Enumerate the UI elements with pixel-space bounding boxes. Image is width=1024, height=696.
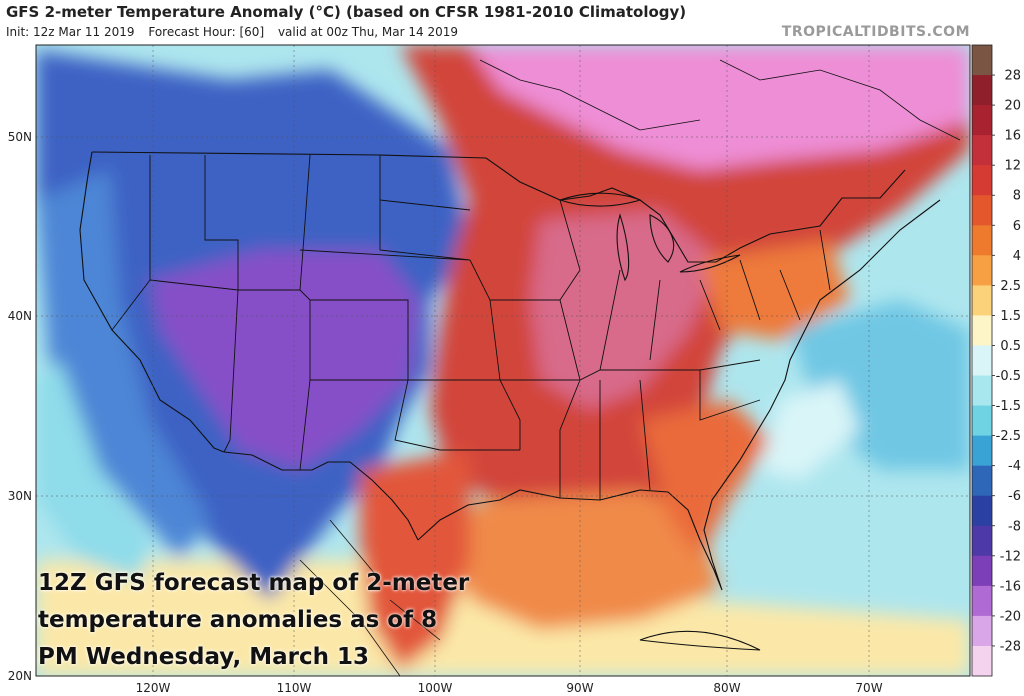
coast-cool-field — [36, 170, 210, 560]
colorbar: 28 20 16 12 8 6 4 2.5 1.5 0.5 -0.5 -1.5 -2.5 -4 -6 -8 -1… — [971, 44, 1021, 677]
west-coastline — [79, 151, 225, 453]
colorbar-label: -4 — [1008, 459, 1021, 474]
valid-time: valid at 00z Thu, Mar 14 2019 — [277, 25, 459, 39]
mexico-warm-field — [360, 450, 470, 670]
colorbar-label: 20 — [1004, 99, 1021, 114]
lon-label-110w: 110W — [277, 681, 312, 695]
us-mexico-border — [223, 451, 419, 541]
colorbar-swatch — [972, 495, 992, 527]
pacific-cool-field — [36, 360, 150, 580]
lon-label-80w: 80W — [713, 681, 740, 695]
gulf-warm-field — [450, 490, 720, 630]
map-caption: 12Z GFS forecast map of 2-meter temperat… — [38, 570, 470, 670]
colorbar-swatch — [972, 435, 992, 467]
colorbar-swatch — [972, 195, 992, 226]
lat-label-20: 20N — [8, 669, 32, 683]
lat-axis: 50N 40N 30N 20N — [8, 130, 32, 683]
colorbar-swatch — [972, 135, 992, 166]
colorbar-label: -8 — [1008, 519, 1021, 534]
lon-label-90w: 90W — [566, 681, 593, 695]
lon-label-70w: 70W — [855, 681, 882, 695]
colorbar-swatch — [972, 255, 992, 286]
site-watermark: TROPICALTIDBITS.COM — [781, 24, 970, 40]
southeast-warm-field — [640, 400, 770, 560]
lake-michigan — [616, 213, 630, 282]
lake-superior — [558, 192, 642, 207]
colorbar-swatch — [972, 165, 992, 196]
colorbar-label: 4 — [1013, 249, 1021, 264]
colorbar-swatch — [972, 105, 992, 136]
colorbar-swatch — [972, 375, 992, 407]
map-field — [36, 45, 970, 676]
us-canada-border — [91, 151, 906, 263]
offshore-pale-field — [760, 380, 860, 480]
colorbar-swatch — [972, 615, 992, 647]
borders — [79, 59, 961, 676]
forecast-hour: Forecast Hour: [60] — [148, 25, 265, 39]
colorbar-label: 8 — [1013, 189, 1021, 204]
lat-label-30: 30N — [8, 489, 32, 503]
colorbar-swatch — [972, 225, 992, 256]
colorbar-label: -1.5 — [996, 399, 1021, 414]
colorbar-swatch — [972, 315, 992, 346]
cuba-coastline — [639, 630, 761, 651]
east-coastline — [739, 199, 941, 461]
colorbar-swatch — [972, 75, 992, 106]
colorbar-swatch — [972, 585, 992, 617]
pink-north-field — [470, 45, 970, 170]
colorbar-swatch — [972, 525, 992, 557]
colorbar-frame — [971, 44, 993, 677]
colorbar-label: -28 — [1000, 639, 1021, 654]
colorbar-label: 12 — [1004, 159, 1021, 174]
colorbar-label: 0.5 — [1000, 339, 1021, 354]
colorbar-label: -2.5 — [996, 429, 1021, 444]
lat-label-40: 40N — [8, 309, 32, 323]
map-frame — [35, 44, 971, 677]
mexico-lines — [299, 519, 441, 676]
colorbar-swatch — [972, 645, 992, 677]
purple-core-field — [150, 250, 420, 470]
colorbar-swatch — [972, 345, 992, 377]
colorbar-label: 2.5 — [1000, 279, 1021, 294]
lake-huron — [649, 214, 675, 263]
colorbar-label: 16 — [1004, 129, 1021, 144]
colorbar-label: 1.5 — [1000, 309, 1021, 324]
colorbar-swatch — [972, 285, 992, 316]
colorbar-label: -16 — [1000, 579, 1021, 594]
lat-label-50: 50N — [8, 130, 32, 144]
lake-erie — [679, 254, 741, 273]
gulf-coastline — [417, 459, 741, 591]
lon-axis: 120W 110W 100W 90W 80W 70W — [136, 681, 883, 695]
init-time: Init: 12z Mar 11 2019 — [6, 25, 135, 39]
colorbar-label: -12 — [1000, 549, 1021, 564]
colorbar-swatch — [972, 405, 992, 437]
graticule — [36, 45, 970, 676]
colorbar-label: -20 — [1000, 609, 1021, 624]
lon-label-120w: 120W — [136, 681, 171, 695]
colorbar-label: 28 — [1004, 69, 1021, 84]
colorbar-label: 6 — [1013, 219, 1021, 234]
colorbar-swatch — [972, 555, 992, 587]
map-subtitle: Init: 12z Mar 11 2019 Forecast Hour: [60… — [6, 25, 468, 39]
map-title: GFS 2-meter Temperature Anomaly (°C) (ba… — [6, 3, 687, 21]
colorbar-swatch — [972, 465, 992, 497]
colorbar-label: -6 — [1008, 489, 1021, 504]
lon-label-100w: 100W — [418, 681, 453, 695]
colorbar-label: -0.5 — [996, 369, 1021, 384]
colorbar-swatch — [972, 45, 992, 76]
